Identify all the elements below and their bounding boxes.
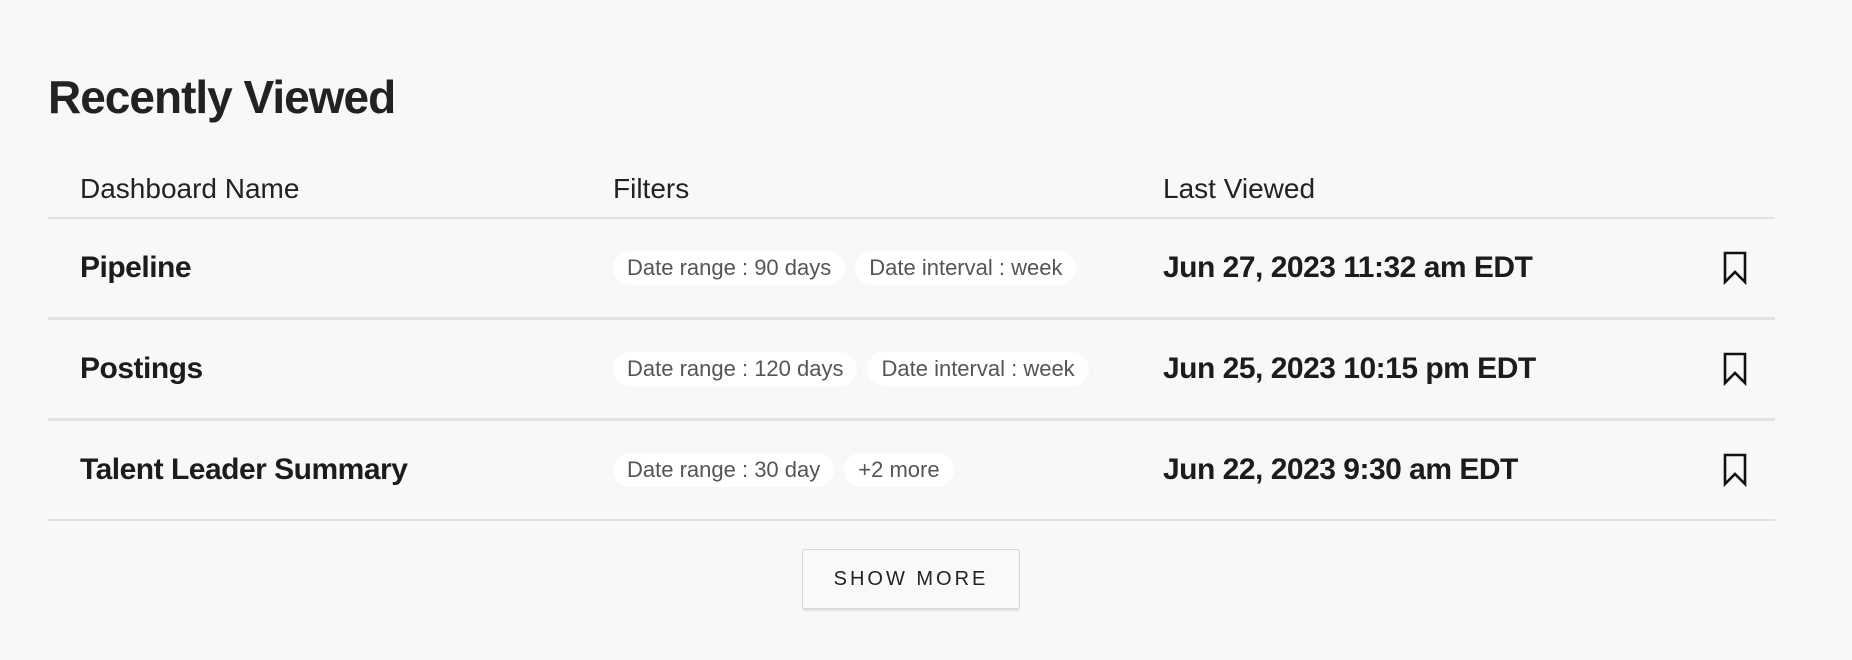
section-title: Recently Viewed [48, 71, 396, 123]
table-row[interactable]: Pipeline Date range : 90 days Date interv… [48, 219, 1775, 320]
recently-viewed-table: Dashboard Name Filters Last Viewed Pipel… [48, 160, 1775, 521]
last-viewed-date: Jun 27, 2023 11:32 am EDT [1163, 251, 1533, 284]
bookmark-icon[interactable] [1722, 251, 1748, 285]
filter-chip[interactable]: +2 more [844, 453, 954, 487]
filter-chips: Date range : 30 day +2 more [613, 453, 954, 487]
filter-chip: Date range : 90 days [613, 251, 846, 285]
filter-chip: Date interval : week [867, 352, 1089, 386]
show-more-button[interactable]: SHOW MORE [802, 549, 1020, 609]
filter-chip: Date interval : week [855, 251, 1077, 285]
bookmark-icon[interactable] [1722, 352, 1748, 386]
column-header-filters: Filters [613, 172, 690, 204]
filter-chip: Date range : 120 days [613, 352, 858, 386]
table-header: Dashboard Name Filters Last Viewed [48, 160, 1775, 219]
filter-chips: Date range : 90 days Date interval : week [613, 251, 1077, 285]
last-viewed-date: Jun 25, 2023 10:15 pm EDT [1163, 352, 1536, 385]
column-header-name: Dashboard Name [80, 172, 300, 204]
last-viewed-date: Jun 22, 2023 9:30 am EDT [1163, 453, 1518, 486]
dashboard-name-link[interactable]: Pipeline [80, 251, 192, 284]
filter-chip: Date range : 30 day [613, 453, 835, 487]
dashboard-name-link[interactable]: Talent Leader Summary [80, 453, 408, 486]
filter-chips: Date range : 120 days Date interval : wee… [613, 352, 1089, 386]
table-row[interactable]: Talent Leader Summary Date range : 30 da… [48, 421, 1775, 521]
dashboard-name-link[interactable]: Postings [80, 352, 203, 385]
table-row[interactable]: Postings Date range : 120 days Date inter… [48, 320, 1775, 421]
column-header-last-viewed: Last Viewed [1163, 172, 1316, 204]
bookmark-icon[interactable] [1722, 453, 1748, 487]
